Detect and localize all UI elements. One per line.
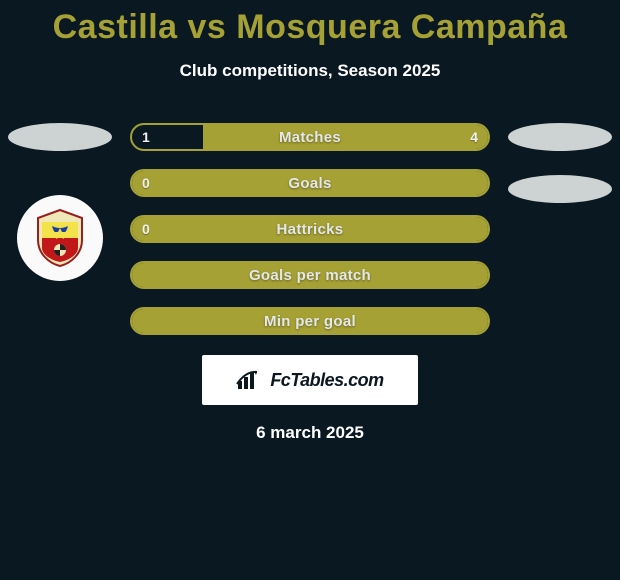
stat-bar: 0Hattricks: [130, 215, 490, 243]
stat-bar: Min per goal: [130, 307, 490, 335]
bar-chart-icon: [236, 369, 264, 391]
player-placeholder-ellipse: [508, 175, 612, 203]
date-text: 6 march 2025: [0, 423, 620, 443]
stat-bar: 14Matches: [130, 123, 490, 151]
stats-column: 14Matches 0Goals 0Hattricks Goals per match…: [120, 123, 500, 335]
page-title: Castilla vs Mosquera Campaña: [0, 0, 620, 47]
stat-label: Goals per match: [132, 263, 488, 287]
source-logo: FcTables.com: [202, 355, 418, 405]
stat-bar: Goals per match: [130, 261, 490, 289]
club-badge-icon: [28, 206, 92, 270]
player-placeholder-ellipse: [508, 123, 612, 151]
player-placeholder-ellipse: [8, 123, 112, 151]
source-logo-text: FcTables.com: [270, 370, 383, 391]
left-player-column: [0, 123, 120, 281]
stat-label: Matches: [132, 125, 488, 149]
stat-label: Min per goal: [132, 309, 488, 333]
content-row: 14Matches 0Goals 0Hattricks Goals per match…: [0, 123, 620, 335]
page-subtitle: Club competitions, Season 2025: [0, 61, 620, 81]
club-badge: [17, 195, 103, 281]
stat-label: Goals: [132, 171, 488, 195]
stat-label: Hattricks: [132, 217, 488, 241]
right-player-column: [500, 123, 620, 203]
stat-bar: 0Goals: [130, 169, 490, 197]
